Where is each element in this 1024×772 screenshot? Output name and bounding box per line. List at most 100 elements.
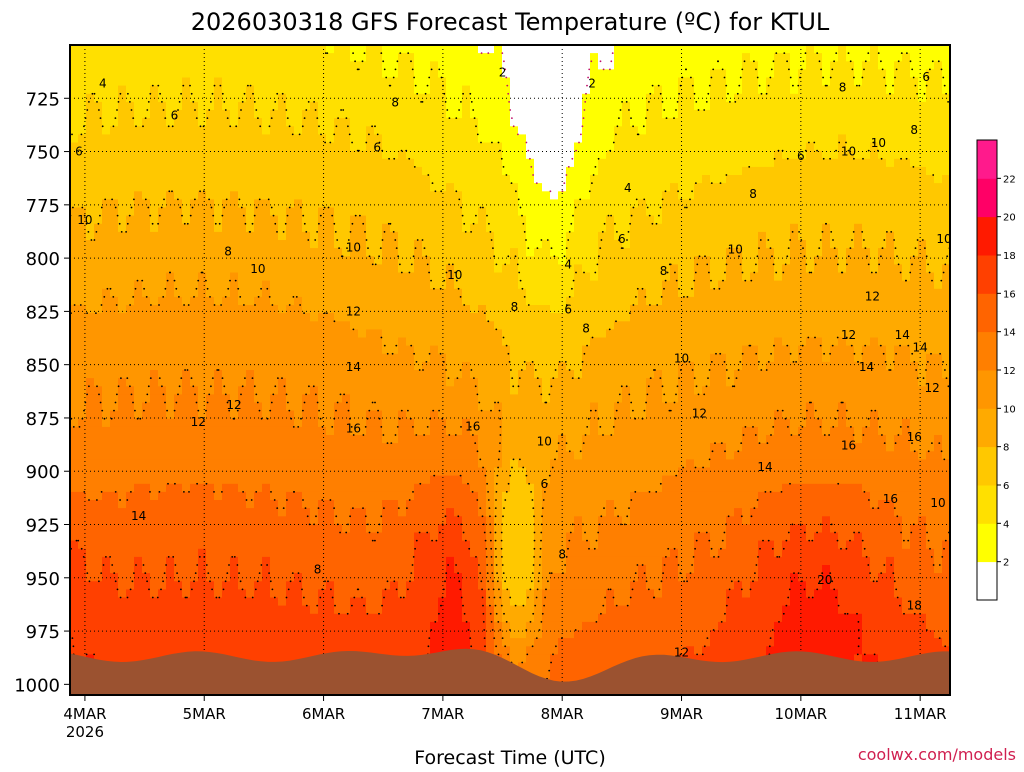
field-cell (206, 410, 215, 420)
field-cell (342, 134, 351, 144)
field-cell (526, 280, 535, 290)
field-cell (382, 630, 391, 639)
field-cell (406, 345, 415, 355)
field-cell (126, 305, 135, 314)
field-cell (518, 240, 527, 249)
field-cell (78, 248, 87, 257)
field-cell (158, 85, 167, 95)
field-cell (526, 467, 535, 477)
field-cell (518, 532, 527, 542)
field-cell (302, 361, 311, 371)
field-cell (558, 126, 567, 136)
field-cell (238, 231, 247, 241)
field-cell (110, 118, 119, 127)
field-cell (198, 288, 207, 298)
field-cell (382, 426, 391, 436)
field-cell (350, 45, 359, 54)
field-cell (174, 386, 183, 396)
field-cell (182, 548, 191, 558)
field-cell (142, 500, 151, 509)
field-cell (550, 630, 559, 639)
field-cell (406, 321, 415, 331)
field-cell (430, 240, 439, 249)
field-cell (350, 361, 359, 371)
field-cell (518, 215, 527, 225)
field-cell (174, 646, 183, 656)
field-cell (510, 353, 519, 363)
field-cell (462, 451, 471, 461)
field-cell (310, 556, 319, 566)
field-cell (278, 451, 287, 461)
field-cell (430, 500, 439, 509)
field-cell (382, 256, 391, 266)
field-cell (198, 199, 207, 209)
field-cell (390, 467, 399, 477)
field-cell (550, 654, 559, 664)
field-cell (438, 150, 447, 160)
field-cell (494, 183, 503, 192)
field-cell (166, 491, 175, 501)
field-cell (414, 199, 423, 209)
field-cell (478, 248, 487, 257)
field-cell (302, 540, 311, 550)
field-cell (190, 581, 199, 591)
field-cell (286, 175, 295, 184)
field-cell (446, 175, 455, 184)
field-cell (286, 231, 295, 241)
field-cell (214, 426, 223, 436)
field-cell (446, 215, 455, 225)
field-cell (326, 288, 335, 298)
field-cell (454, 638, 463, 647)
field-cell (526, 621, 535, 631)
field-cell (430, 638, 439, 647)
field-cell (206, 459, 215, 469)
field-cell (294, 329, 303, 339)
field-cell (326, 605, 335, 615)
field-cell (166, 597, 175, 607)
field-cell (214, 264, 223, 274)
field-cell (102, 597, 111, 607)
field-cell (238, 605, 247, 615)
field-cell (94, 313, 103, 322)
field-cell (350, 613, 359, 623)
field-cell (102, 126, 111, 136)
field-cell (134, 370, 143, 379)
field-cell (422, 101, 431, 111)
field-cell (462, 61, 471, 71)
field-cell (214, 215, 223, 225)
field-cell (166, 394, 175, 404)
field-cell (430, 69, 439, 79)
field-cell (422, 199, 431, 209)
field-cell (126, 418, 135, 428)
field-cell (390, 370, 399, 379)
field-cell (102, 565, 111, 574)
field-cell (262, 280, 271, 290)
field-cell (174, 183, 183, 192)
field-cell (390, 394, 399, 404)
field-cell (566, 329, 575, 339)
field-cell (110, 426, 119, 436)
field-cell (422, 548, 431, 558)
field-cell (334, 126, 343, 136)
field-cell (486, 500, 495, 509)
field-cell (118, 53, 127, 62)
field-cell (534, 491, 543, 501)
field-cell (310, 491, 319, 501)
field-cell (510, 516, 519, 526)
field-cell (206, 451, 215, 461)
field-cell (526, 288, 535, 298)
field-cell (542, 166, 551, 176)
field-cell (414, 296, 423, 306)
field-cell (542, 353, 551, 363)
field-cell (350, 475, 359, 485)
field-cell (254, 166, 263, 176)
field-cell (230, 110, 239, 119)
field-cell (214, 402, 223, 412)
field-cell (230, 516, 239, 526)
field-cell (142, 134, 151, 144)
field-cell (246, 126, 255, 136)
field-cell (166, 256, 175, 266)
field-cell (462, 353, 471, 363)
field-cell (246, 223, 255, 233)
field-cell (198, 256, 207, 266)
